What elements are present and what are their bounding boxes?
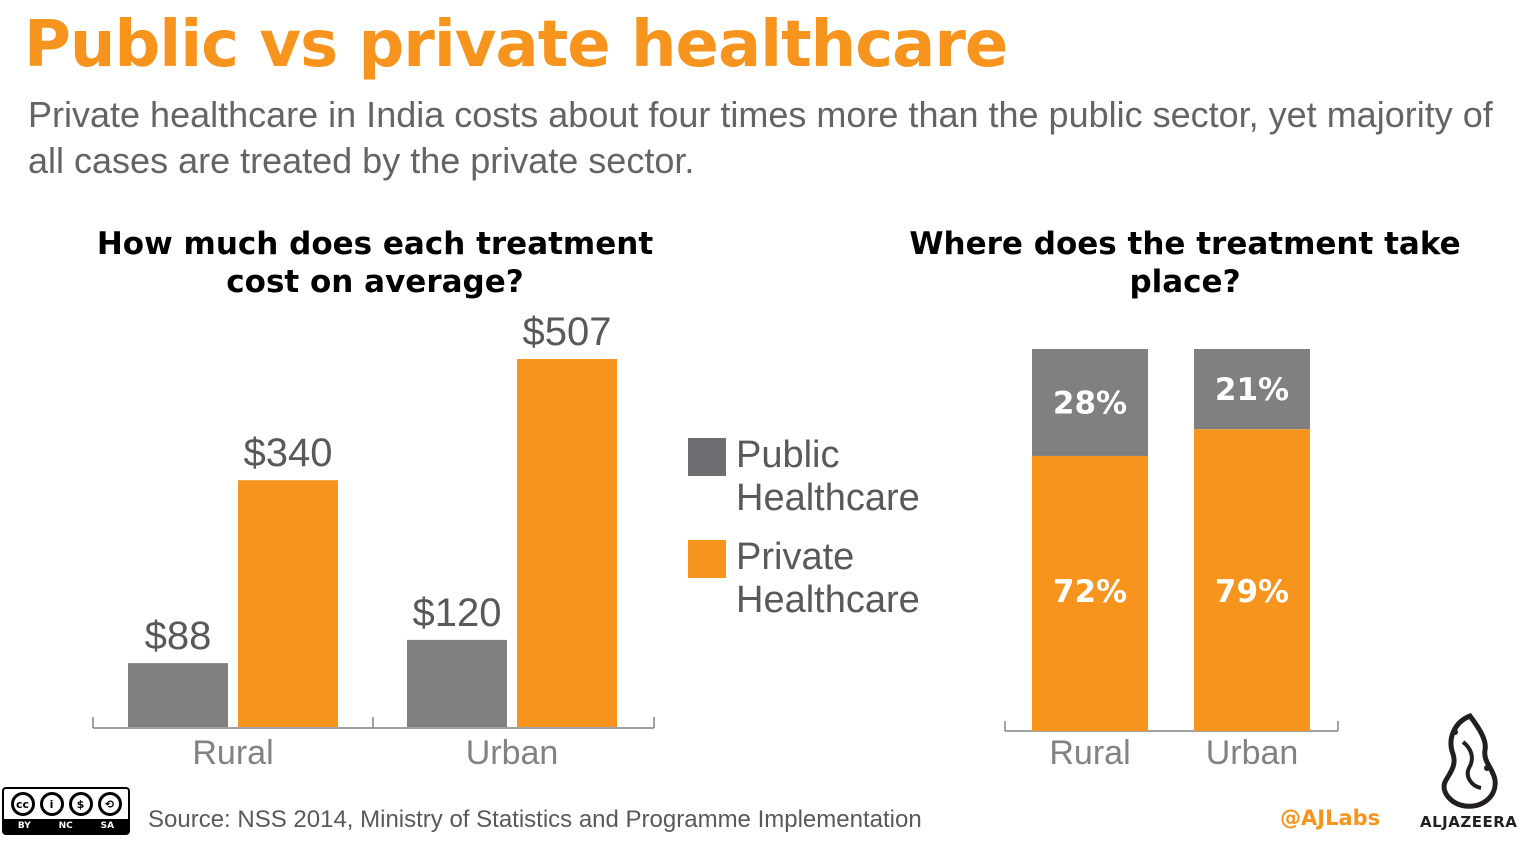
license-nc: NC xyxy=(58,821,73,831)
cost-value-label-urban-public: $120 xyxy=(413,591,502,635)
cc-icon: cc xyxy=(10,792,35,816)
legend-swatch-private xyxy=(688,540,726,578)
cost-category-label-urban: Urban xyxy=(466,734,559,772)
place-value-label-rural-private: 72% xyxy=(1053,574,1127,610)
place-value-label-urban-public: 21% xyxy=(1215,372,1289,408)
page-title: Public vs private healthcare xyxy=(24,8,1008,82)
place-bar-rural-private xyxy=(1032,455,1148,731)
sa-icon: ⟲ xyxy=(97,792,122,816)
place-bar-rural-public xyxy=(1032,349,1148,456)
cost-bar-urban-private xyxy=(517,359,617,727)
cost-category-label-rural: Rural xyxy=(192,734,273,772)
place-bar-urban-private xyxy=(1194,429,1310,731)
cost-value-label-rural-public: $88 xyxy=(145,614,212,658)
place-bar-urban-public xyxy=(1194,349,1310,430)
aljazeera-logo-icon xyxy=(1441,712,1498,809)
cost-bar-rural-public xyxy=(128,663,228,727)
legend-item-public: Public Healthcare xyxy=(688,434,976,520)
legend-swatch-public xyxy=(688,438,726,476)
legend: Public Healthcare Private Healthcare xyxy=(688,434,976,638)
legend-item-private: Private Healthcare xyxy=(688,536,976,622)
place-value-label-rural-public: 28% xyxy=(1053,385,1127,421)
brand-wordmark: ALJAZEERA xyxy=(1420,813,1518,831)
by-icon: i xyxy=(39,792,64,816)
source-note: Source: NSS 2014, Ministry of Statistics… xyxy=(148,806,922,833)
page-subtitle: Private healthcare in India costs about … xyxy=(28,94,1493,181)
legend-label-private: Private Healthcare xyxy=(736,536,920,621)
nc-icon: $ xyxy=(68,792,93,816)
license-by: BY xyxy=(17,821,31,831)
creative-commons-badge: cc i $ ⟲ BY NC SA xyxy=(2,787,130,835)
place-value-label-urban-private: 79% xyxy=(1215,574,1289,610)
cost-chart-title: How much does each treatment cost on ave… xyxy=(96,226,654,300)
cost-value-label-rural-private: $340 xyxy=(244,431,333,475)
credit-handle: @AJLabs xyxy=(1280,806,1381,830)
cost-bar-rural-private xyxy=(238,480,338,727)
legend-label-public: Public Healthcare xyxy=(736,434,920,519)
place-category-label-rural: Rural xyxy=(1049,734,1130,772)
place-chart-title: Where does the treatment take place? xyxy=(909,226,1461,300)
cost-value-label-urban-private: $507 xyxy=(523,310,612,354)
license-sa: SA xyxy=(100,821,115,831)
cost-bar-urban-public xyxy=(407,639,507,727)
place-category-label-urban: Urban xyxy=(1206,734,1299,772)
